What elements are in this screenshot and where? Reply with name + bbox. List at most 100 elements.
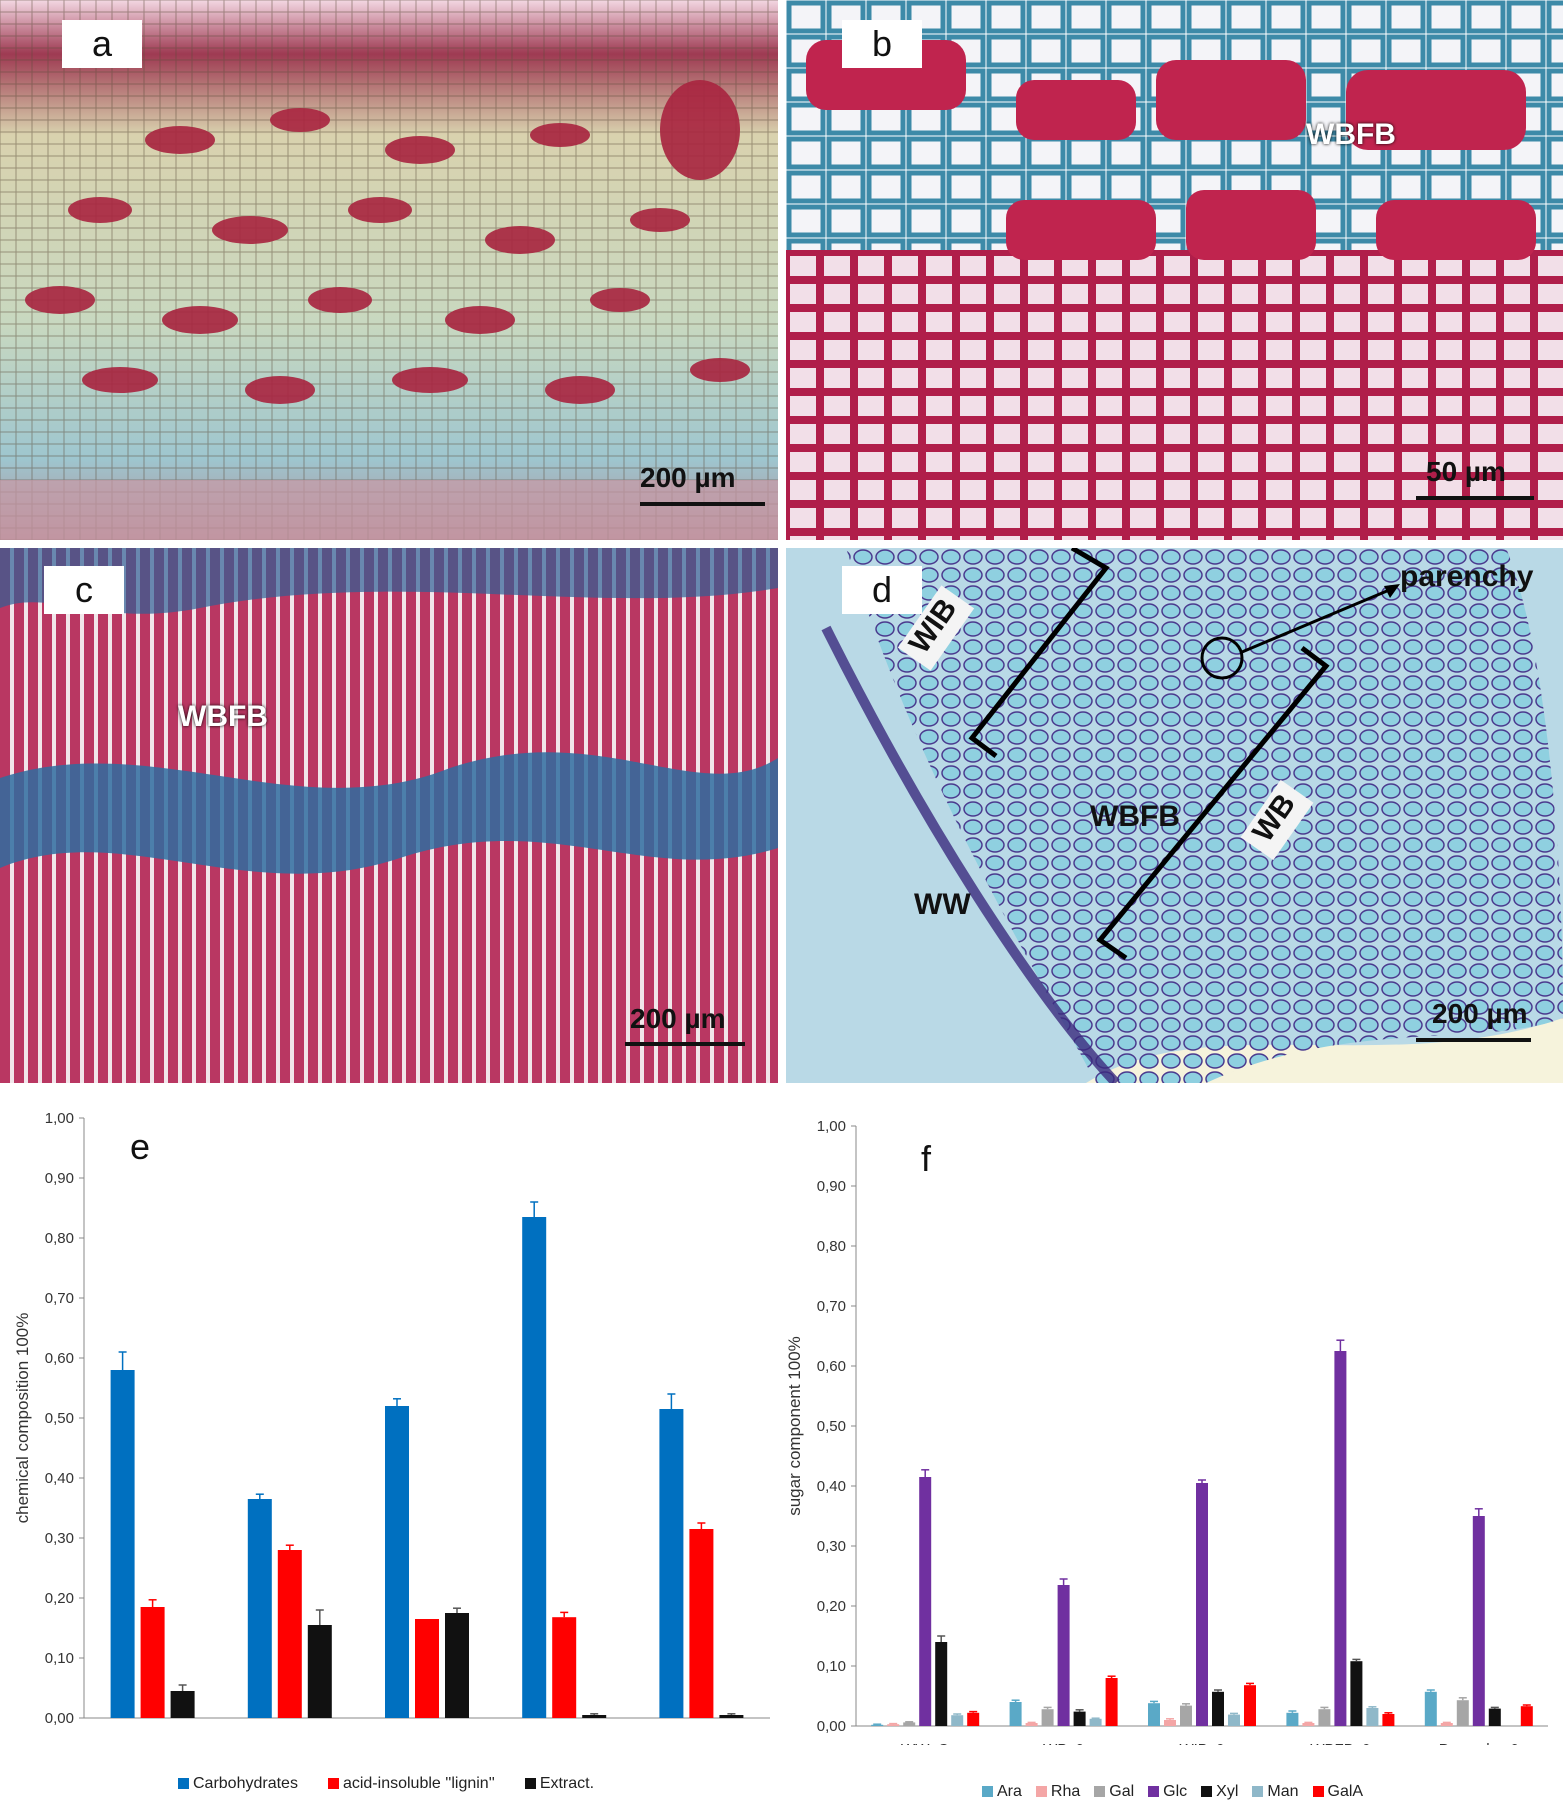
panel-label-f: f: [920, 1138, 931, 1179]
chart-f: f 0,00 0,10 0,20 0,30 0,40 0,50 0,60 0,70 0,80 0,…: [785, 1095, 1563, 1807]
x-tick-label: Parenchy_0: [1439, 1741, 1519, 1745]
bar-xyl-wb_0: [1073, 1711, 1086, 1726]
bar-acidinsolublelignin-wib_0: [415, 1619, 439, 1718]
tissue-label-wbfb-d: WBFB: [1090, 800, 1180, 833]
y-tick-label: 0,80: [817, 1238, 846, 1255]
chart-e-legend: Carbohydrates acid-insoluble ''lignin'' Ex…: [178, 1775, 594, 1793]
legend-label: Gal: [1109, 1783, 1135, 1800]
panel-label-e: e: [129, 1126, 151, 1167]
bar-man-wib_0: [1228, 1714, 1240, 1726]
legend-item: Gal: [1094, 1783, 1134, 1801]
bar-glc-wib_0: [1196, 1483, 1208, 1726]
y-tick-label: 0,70: [45, 1290, 74, 1307]
legend-item: Carbohydrates: [178, 1775, 298, 1793]
y-tick-label: 0,70: [817, 1298, 846, 1315]
x-tick-label: Parenchy_0: [661, 1733, 741, 1735]
bar-gal-ww_o: [903, 1722, 916, 1726]
bar-glc-wbfb_0: [1334, 1351, 1347, 1726]
bar-extract-wb_0: [307, 1625, 332, 1718]
bar-glc-parenchy_0: [1472, 1516, 1485, 1726]
y-axis-title: chemical composition 100%: [13, 1313, 32, 1524]
bar-ara-wib_0: [1148, 1703, 1160, 1726]
legend-item: Rha: [1035, 1783, 1080, 1801]
micrograph-a-image: [0, 0, 778, 540]
tissue-brackets: [968, 548, 1400, 961]
y-tick-label: 0,00: [817, 1718, 846, 1735]
y-tick-label: 0,60: [45, 1350, 74, 1367]
parenchy-circle: [1200, 636, 1244, 680]
bar-xyl-wbfb_0: [1350, 1661, 1363, 1726]
bar-carbohydrates-wb_0: [247, 1499, 272, 1718]
legend-label: GalA: [1327, 1783, 1364, 1800]
bar-man-ww_o: [951, 1715, 964, 1726]
y-tick-label: 0,90: [45, 1170, 74, 1187]
x-tick-label: WB_0: [1043, 1741, 1084, 1745]
legend-item: GalA: [1312, 1783, 1364, 1801]
scale-bar-label-d: 200 µm: [1432, 998, 1528, 1029]
bar-extract-wib_0: [445, 1613, 469, 1718]
y-axis-title: sugar component 100%: [786, 1336, 804, 1516]
legend-swatch: [1094, 1786, 1106, 1797]
panel-label-d: d: [842, 566, 922, 614]
bracket-wb: [1096, 646, 1330, 961]
bar-gala-wb_0: [1105, 1678, 1118, 1726]
legend-item: Extract.: [524, 1775, 594, 1793]
y-tick-label: 0,90: [817, 1178, 846, 1195]
bar-xyl-ww_o: [935, 1642, 948, 1726]
parenchy-arrowhead: [1384, 584, 1400, 598]
bar-gala-wbfb_0: [1382, 1714, 1395, 1726]
legend-item: Man: [1252, 1783, 1299, 1801]
micrograph-d: d WIB parenchy WBFB WB WW 200 µm: [786, 548, 1563, 1083]
legend-swatch: [1201, 1786, 1213, 1797]
y-tick-label: 0,50: [45, 1410, 74, 1427]
tissue-label-wbfb-c: WBFB: [178, 700, 268, 733]
y-tick-label: 0,20: [817, 1598, 846, 1615]
scale-bar-label-c: 200 µm: [630, 1003, 726, 1034]
bracket-wib: [968, 548, 1110, 758]
micrograph-c: c WBFB 200 µm: [0, 548, 778, 1083]
legend-item: Ara: [982, 1783, 1022, 1801]
legend-label: Ara: [997, 1783, 1022, 1800]
bar-acidinsolublelignin-parenchy_0: [689, 1529, 714, 1718]
bar-ara-ww_o: [871, 1724, 884, 1726]
x-tick-label: WIB_0: [1179, 1741, 1224, 1745]
legend-label: Glc: [1163, 1783, 1188, 1800]
y-tick-label: 0,50: [817, 1418, 846, 1435]
chart-e-plot: 0,00 0,10 0,20 0,30 0,40 0,50 0,60 0,70 0,80 0,90…: [13, 1110, 770, 1750]
y-tick-label: 1,00: [817, 1118, 846, 1135]
scale-bar-b: [1416, 496, 1534, 500]
bar-xyl-wib_0: [1212, 1691, 1224, 1726]
x-tick-label: WW_O: [901, 1741, 949, 1745]
legend-item: Glc: [1148, 1783, 1187, 1801]
bar-ara-wb_0: [1009, 1702, 1022, 1726]
bar-ara-wbfb_0: [1286, 1712, 1299, 1726]
legend-label: Man: [1267, 1783, 1299, 1800]
legend-swatch: [327, 1778, 339, 1789]
bar-rha-ww_o: [887, 1724, 900, 1726]
panel-label-a: a: [62, 20, 142, 68]
bar-gala-ww_o: [967, 1712, 980, 1726]
bar-carbohydrates-wib_0: [385, 1406, 409, 1718]
bar-gal-wbfb_0: [1318, 1709, 1331, 1726]
chart-f-legend: Ara Rha Gal Glc Xyl Man GalA: [982, 1783, 1363, 1801]
bar-extract-ww_o: [170, 1691, 195, 1718]
y-tick-label: 0,10: [45, 1650, 74, 1667]
parenchy-arrow: [1241, 586, 1395, 654]
x-tick-label: WBFB_0: [534, 1733, 594, 1735]
bar-rha-wb_0: [1025, 1723, 1038, 1726]
legend-swatch: [1252, 1786, 1264, 1797]
bar-glc-wb_0: [1057, 1585, 1070, 1726]
bar-gala-parenchy_0: [1520, 1706, 1533, 1726]
scale-bar-d: [1416, 1038, 1531, 1042]
chart-f-plot: 0,00 0,10 0,20 0,30 0,40 0,50 0,60 0,70 0,80 0,90…: [785, 1118, 1548, 1758]
x-tick-label: WBFB_0: [1310, 1741, 1370, 1745]
tissue-label-ww: WW: [914, 888, 971, 921]
legend-item: Xyl: [1201, 1783, 1238, 1801]
y-tick-label: 0,80: [45, 1230, 74, 1247]
legend-swatch: [1312, 1786, 1324, 1797]
bar-gala-wib_0: [1244, 1685, 1256, 1726]
legend-label: Carbohydrates: [193, 1775, 298, 1792]
y-tick-label: 0,10: [817, 1658, 846, 1675]
scale-bar-label-a: 200 µm: [640, 462, 736, 493]
y-tick-label: 0,40: [45, 1470, 74, 1487]
